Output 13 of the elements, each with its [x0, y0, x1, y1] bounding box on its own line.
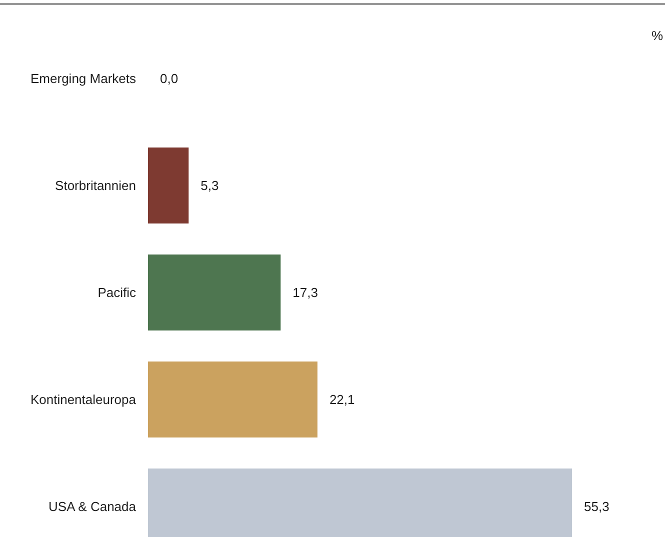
data-label: 55,3 — [584, 499, 610, 514]
data-label: 0,0 — [160, 71, 178, 86]
text: % — [651, 28, 664, 43]
data-label: 17,3 — [292, 285, 318, 300]
y-tick-label: Kontinentaleuropa — [30, 392, 137, 408]
y-tick-label: Storbritannien — [55, 178, 136, 194]
bar — [148, 148, 189, 224]
y-tick-label: Pacific — [98, 285, 136, 300]
data-label: 22,1 — [329, 392, 355, 408]
y-tick-label: Emerging Markets — [30, 71, 136, 86]
data-label: 5,3 — [200, 178, 219, 194]
y-tick-label: USA & Canada — [48, 499, 137, 514]
bar — [148, 254, 281, 330]
